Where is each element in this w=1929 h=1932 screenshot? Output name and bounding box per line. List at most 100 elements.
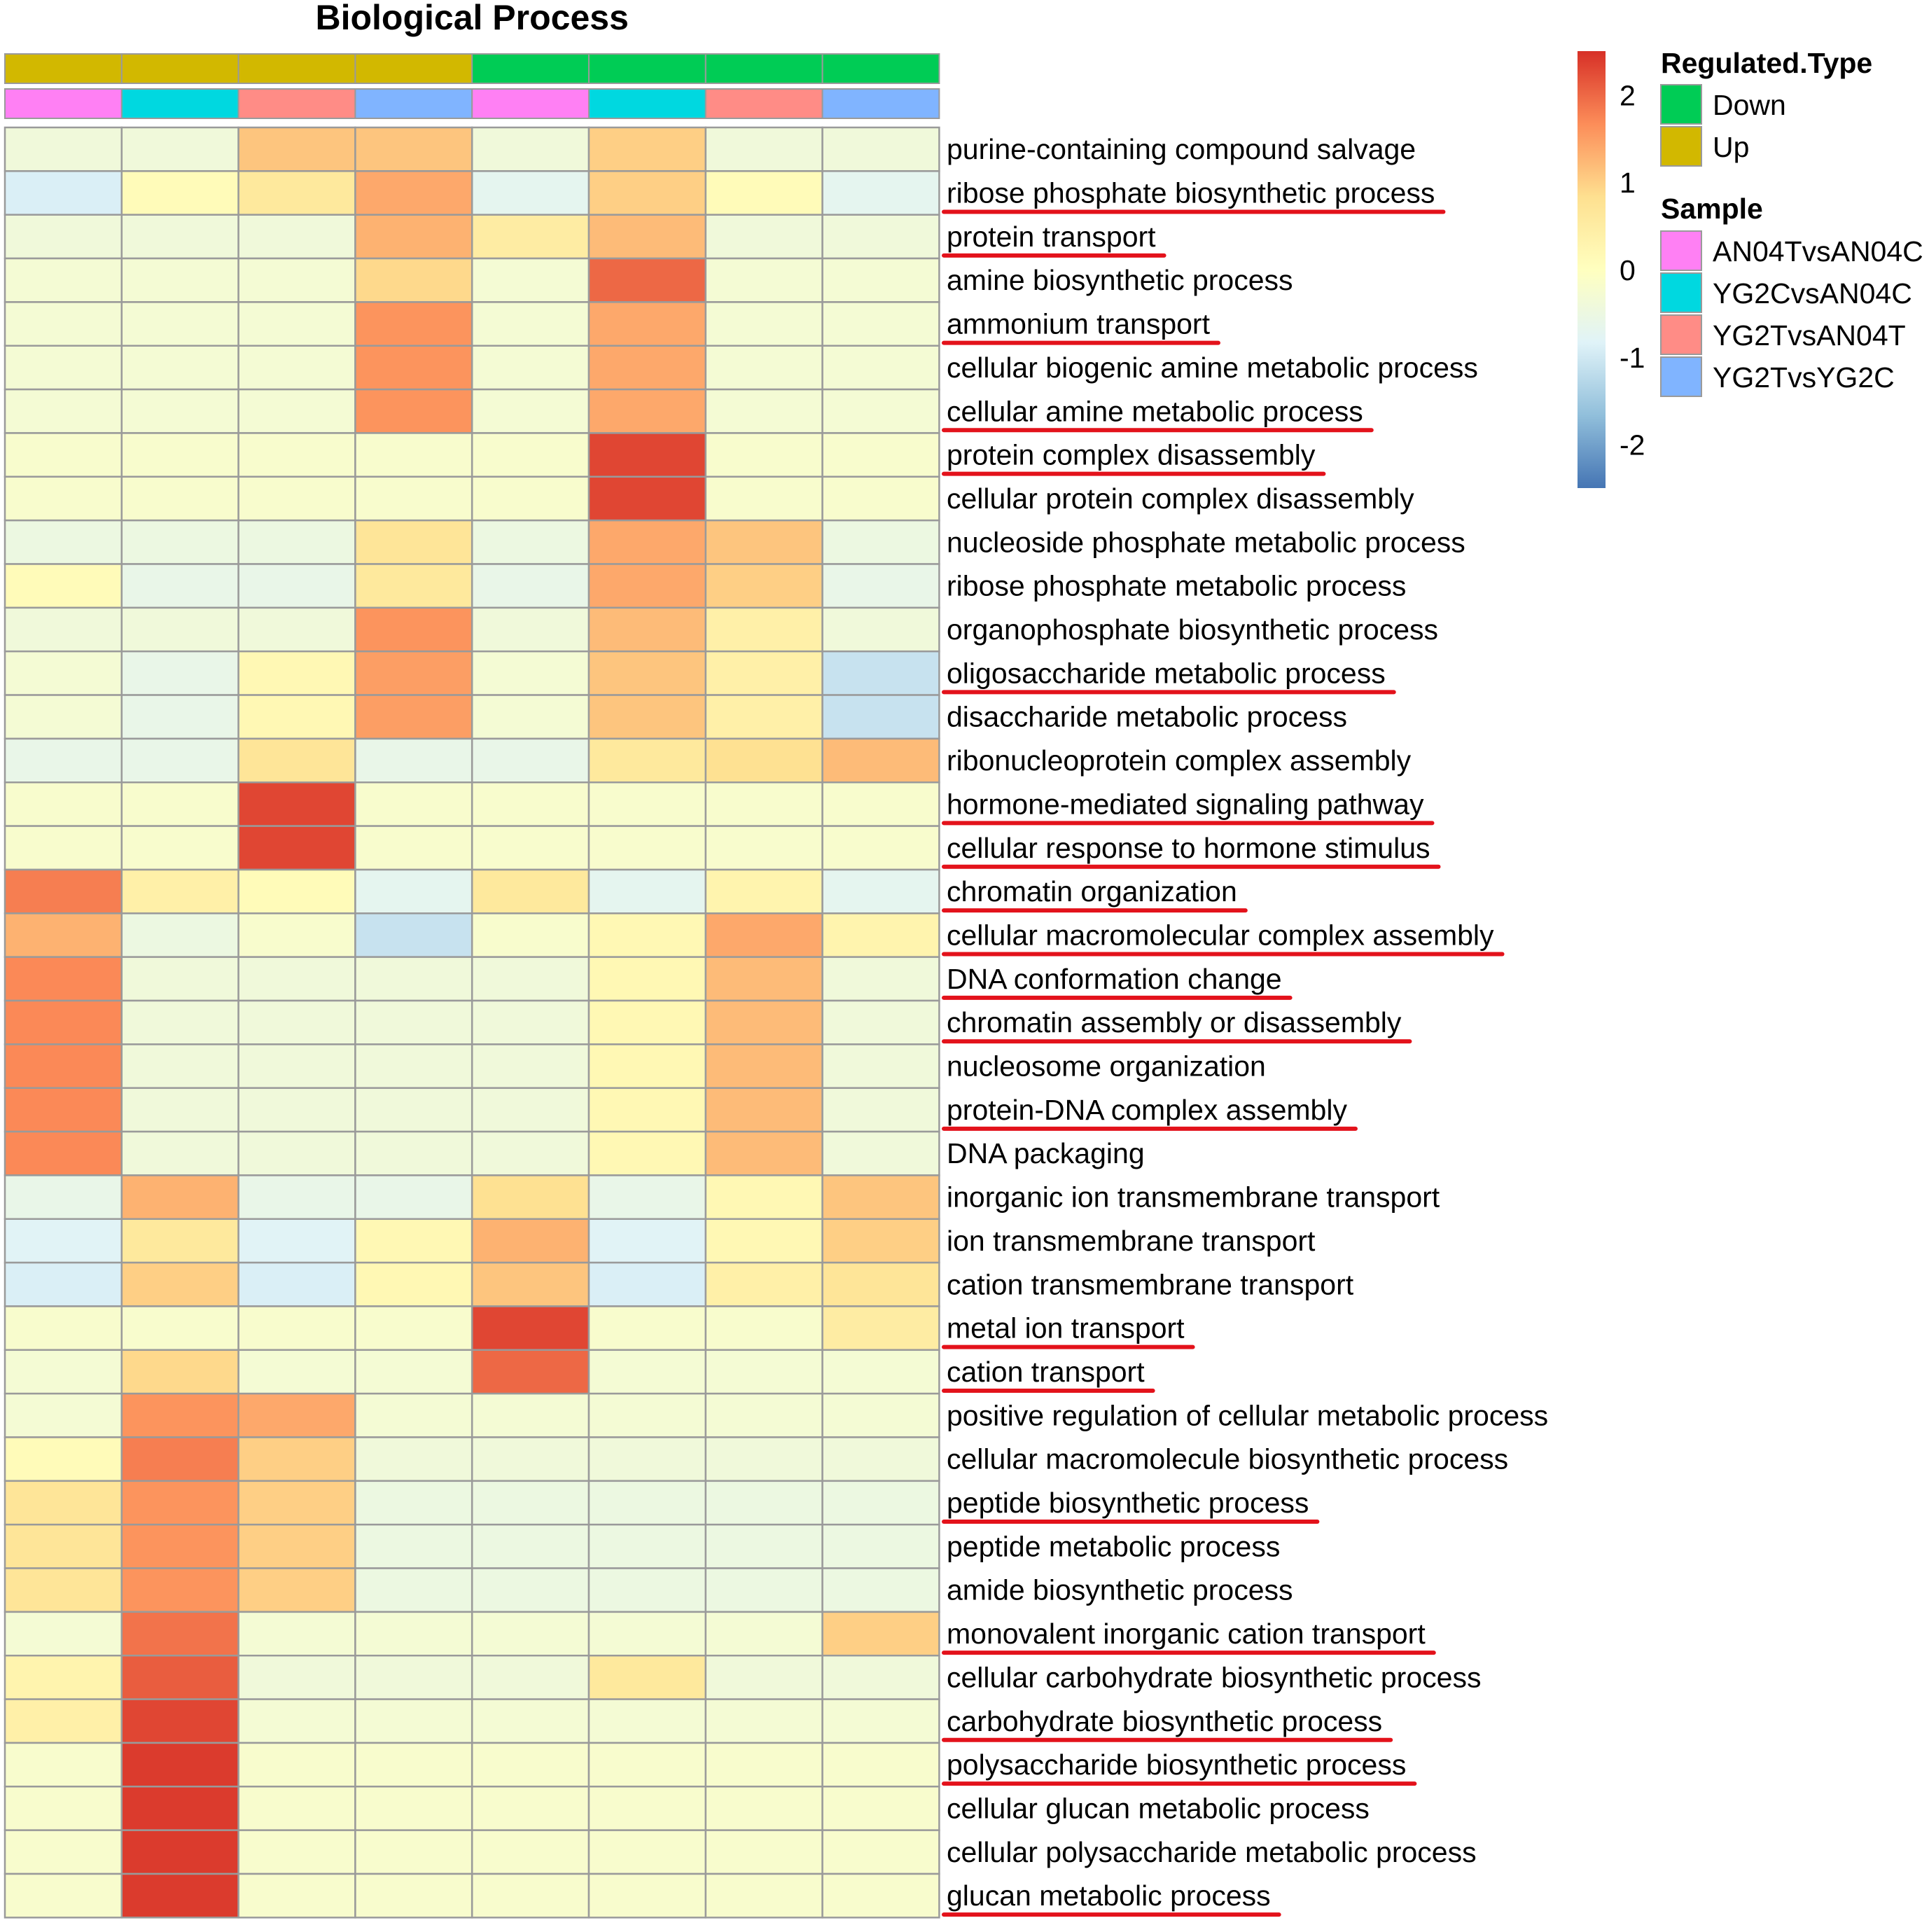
- heatmap-cell: [821, 1087, 940, 1133]
- row-label: cellular biogenic amine metabolic proces…: [947, 352, 1478, 384]
- heatmap-cell: [4, 1305, 123, 1351]
- row-label: peptide metabolic process: [947, 1530, 1280, 1562]
- heatmap-cell: [120, 214, 239, 260]
- heatmap-cell: [587, 956, 707, 1002]
- row-label: chromatin organization: [947, 875, 1237, 908]
- heatmap-cell: [704, 1655, 823, 1700]
- heatmap-cell: [587, 1218, 707, 1264]
- heatmap-cell: [704, 1872, 823, 1919]
- heatmap-cell: [471, 1305, 590, 1351]
- heatmap-cell: [704, 1130, 823, 1176]
- chart-title: Biological Process: [316, 0, 629, 37]
- heatmap-cell: [120, 1829, 239, 1875]
- heatmap-cell: [704, 1349, 823, 1395]
- heatmap-cell: [587, 1261, 707, 1307]
- heatmap-cell: [821, 650, 940, 696]
- heatmap-cell: [354, 1392, 473, 1438]
- legend-swatch: [1660, 272, 1702, 313]
- heatmap-cell: [354, 1349, 473, 1395]
- heatmap-cell: [4, 1480, 123, 1526]
- heatmap-cell: [120, 1872, 239, 1919]
- heatmap-cell: [4, 694, 123, 740]
- heatmap-cell: [821, 1043, 940, 1089]
- heatmap-cell: [587, 912, 707, 958]
- heatmap-cell: [354, 1174, 473, 1221]
- heatmap-cell: [471, 1174, 590, 1221]
- heatmap-cell: [704, 1043, 823, 1089]
- heatmap-cell: [4, 1742, 123, 1788]
- heatmap-cell: [704, 257, 823, 303]
- row-label: cellular macromolecule biosynthetic proc…: [947, 1443, 1508, 1475]
- heatmap-cell: [821, 1436, 940, 1482]
- row-label: organophosphate biosynthetic process: [947, 613, 1438, 646]
- sample-legend-label: YG2TvsYG2C: [1713, 361, 1895, 394]
- heatmap-cell: [471, 1786, 590, 1831]
- heatmap-cell: [587, 1436, 707, 1482]
- heatmap-cell: [471, 1043, 590, 1089]
- heatmap-cell: [354, 956, 473, 1002]
- heatmap-cell: [704, 126, 823, 172]
- heatmap-cell: [120, 1567, 239, 1613]
- row-label: hormone-mediated signaling pathway: [947, 788, 1424, 820]
- heatmap-cell: [354, 868, 473, 915]
- heatmap-cell: [821, 1611, 940, 1657]
- heatmap-cell: [354, 432, 473, 478]
- heatmap-cell: [4, 1130, 123, 1176]
- heatmap-cell: [821, 1218, 940, 1264]
- heatmap-cell: [704, 1436, 823, 1482]
- heatmap-cell: [471, 868, 590, 915]
- heatmap-cell: [821, 1130, 940, 1176]
- heatmap-cell: [821, 1872, 940, 1919]
- heatmap-cell: [120, 475, 239, 522]
- row-label: ribose phosphate biosynthetic process: [947, 177, 1435, 209]
- heatmap-cell: [471, 956, 590, 1002]
- heatmap-cell: [237, 563, 356, 609]
- heatmap-cell: [120, 519, 239, 565]
- heatmap-cell: [354, 1698, 473, 1744]
- heatmap-cell: [587, 1698, 707, 1744]
- row-label: inorganic ion transmembrane transport: [947, 1181, 1440, 1214]
- heatmap-cell: [237, 1087, 356, 1133]
- heatmap-cell: [704, 912, 823, 958]
- heatmap-cell: [704, 781, 823, 827]
- heatmap-cell: [354, 825, 473, 871]
- heatmap-cell: [821, 868, 940, 915]
- heatmap-cell: [120, 1087, 239, 1133]
- sample-annotation-cell: [237, 88, 356, 119]
- heatmap-cell: [4, 388, 123, 434]
- heatmap-cell: [471, 1698, 590, 1744]
- heatmap-cell: [821, 606, 940, 653]
- row-label: polysaccharide biosynthetic process: [947, 1749, 1406, 1781]
- row-label: nucleoside phosphate metabolic process: [947, 526, 1465, 558]
- heatmap-cell: [120, 1130, 239, 1176]
- color-scale-tick-label: -2: [1620, 429, 1645, 461]
- heatmap-cell: [237, 1872, 356, 1919]
- heatmap-cell: [821, 1655, 940, 1700]
- heatmap-cell: [237, 214, 356, 260]
- row-label: monovalent inorganic cation transport: [947, 1618, 1426, 1650]
- heatmap-cell: [587, 432, 707, 478]
- legend-swatch: [1660, 84, 1702, 125]
- heatmap-cell: [821, 563, 940, 609]
- heatmap-cell: [821, 999, 940, 1045]
- heatmap-cell: [704, 1087, 823, 1133]
- regulated-type-annotation-cell: [704, 53, 823, 84]
- heatmap-cell: [587, 301, 707, 347]
- heatmap-cell: [4, 301, 123, 347]
- heatmap-cell: [821, 694, 940, 740]
- heatmap-cell: [821, 345, 940, 391]
- regulated-type-annotation-cell: [237, 53, 356, 84]
- heatmap-cell: [821, 475, 940, 522]
- heatmap-cell: [587, 1392, 707, 1438]
- heatmap-cell: [237, 519, 356, 565]
- heatmap-cell: [237, 1480, 356, 1526]
- heatmap-cell: [471, 1523, 590, 1569]
- heatmap-cell: [4, 345, 123, 391]
- heatmap-cell: [704, 694, 823, 740]
- heatmap-cell: [821, 1742, 940, 1788]
- heatmap-cell: [471, 1349, 590, 1395]
- row-label: cellular macromolecular complex assembly: [947, 919, 1494, 951]
- heatmap-cell: [704, 1786, 823, 1831]
- heatmap-cell: [237, 1130, 356, 1176]
- heatmap-cell: [4, 475, 123, 522]
